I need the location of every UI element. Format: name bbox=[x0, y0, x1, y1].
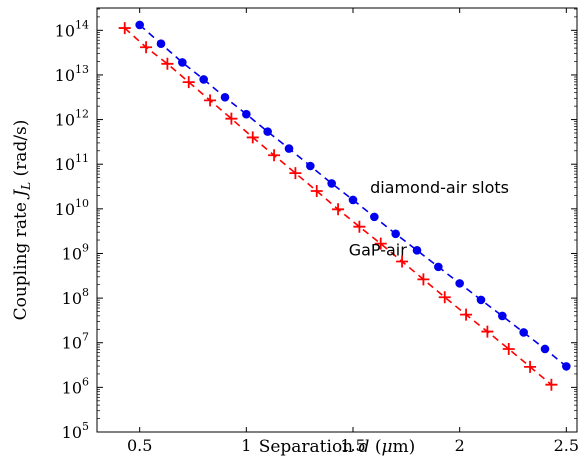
y-tick-label: 1011 bbox=[55, 152, 89, 174]
diamond-air-slots-point bbox=[327, 179, 336, 188]
x-tick-labels: 0.5 1 1.5 2 2.5 bbox=[127, 436, 579, 455]
diamond-air-slots-point bbox=[220, 92, 230, 102]
gap-air-point bbox=[204, 94, 217, 107]
y-tick-label: 106 bbox=[62, 375, 89, 397]
diamond-air-slots-point bbox=[263, 127, 272, 136]
y-tick-label: 1012 bbox=[55, 108, 89, 130]
gap-air-point bbox=[225, 112, 238, 125]
series-lines bbox=[124, 24, 567, 386]
gap-air-point bbox=[268, 149, 281, 162]
x-tick-label: 1.5 bbox=[340, 436, 365, 455]
diamond-air-slots-point bbox=[434, 262, 443, 272]
gap-air-point bbox=[524, 360, 537, 373]
diamond-air-slots-point bbox=[199, 75, 208, 84]
gap-air-point bbox=[246, 131, 259, 144]
x-tick-label: 1 bbox=[241, 436, 251, 455]
gap-air-point bbox=[140, 41, 153, 54]
y-tick-label: 105 bbox=[62, 420, 89, 442]
series-markers bbox=[118, 20, 571, 391]
gap-air-point bbox=[545, 378, 558, 391]
y-tick-label: 1014 bbox=[55, 18, 89, 40]
diamond-air-slots-point bbox=[540, 344, 550, 354]
diamond-air-slots-point bbox=[519, 328, 528, 337]
gap-air-point bbox=[374, 237, 387, 250]
gap-air-point bbox=[481, 325, 494, 338]
plot-frame bbox=[96, 7, 578, 433]
gap-air-point bbox=[460, 308, 473, 321]
y-tick-label: 107 bbox=[62, 331, 89, 353]
gap-air-point bbox=[417, 273, 430, 286]
y-axis-title: Coupling rate JL (rad/s) bbox=[11, 120, 33, 321]
annotations: diamond-air slots GaP-air bbox=[349, 178, 509, 259]
x-tick-label: 0.5 bbox=[127, 436, 152, 455]
diamond-air-slots-point bbox=[455, 279, 464, 288]
diamond-air-slots-point bbox=[178, 58, 187, 67]
gap-air-annotation: GaP-air bbox=[349, 241, 408, 260]
diamond-air-slots-point bbox=[391, 229, 400, 239]
y-tick-label: 108 bbox=[62, 286, 89, 308]
gap-air-point bbox=[438, 291, 451, 304]
y-tick-label: 109 bbox=[62, 241, 89, 263]
x-tick-label: 2 bbox=[455, 436, 465, 455]
gap-air-point bbox=[182, 76, 195, 89]
y-tick-label: 1013 bbox=[55, 63, 89, 85]
gap-air-point bbox=[502, 342, 515, 355]
gap-air-point bbox=[310, 184, 323, 197]
axis-ticks bbox=[97, 8, 577, 433]
gap-air-point bbox=[289, 167, 302, 180]
gap-air-point bbox=[161, 57, 174, 70]
diamond-air-slots-series-line bbox=[139, 24, 567, 368]
diamond-air-slots-annotation: diamond-air slots bbox=[370, 178, 509, 197]
gap-air-point bbox=[118, 22, 131, 35]
diamond-air-slots-point bbox=[156, 39, 166, 49]
y-tick-label: 1010 bbox=[55, 197, 89, 219]
diamond-air-slots-point bbox=[412, 246, 422, 255]
diamond-air-slots-point bbox=[476, 295, 486, 305]
diamond-air-slots-point bbox=[348, 195, 358, 205]
gap-air-point bbox=[332, 203, 345, 216]
gap-air-point bbox=[353, 220, 366, 233]
x-tick-label: 2.5 bbox=[554, 436, 579, 455]
y-tick-labels: 105 106 107 108 109 1010 1011 1012 1013 1014 bbox=[55, 18, 89, 442]
diamond-air-slots-point bbox=[370, 212, 379, 222]
gap-air-point bbox=[396, 255, 409, 268]
diamond-air-slots-point bbox=[242, 109, 251, 119]
x-axis-title: Separation d (μm) bbox=[259, 437, 416, 457]
diamond-air-slots-point bbox=[562, 362, 571, 371]
diamond-air-slots-point bbox=[306, 161, 315, 171]
diamond-air-slots-point bbox=[498, 311, 507, 321]
diamond-air-slots-point bbox=[284, 144, 294, 153]
diamond-air-slots-point bbox=[135, 20, 144, 30]
